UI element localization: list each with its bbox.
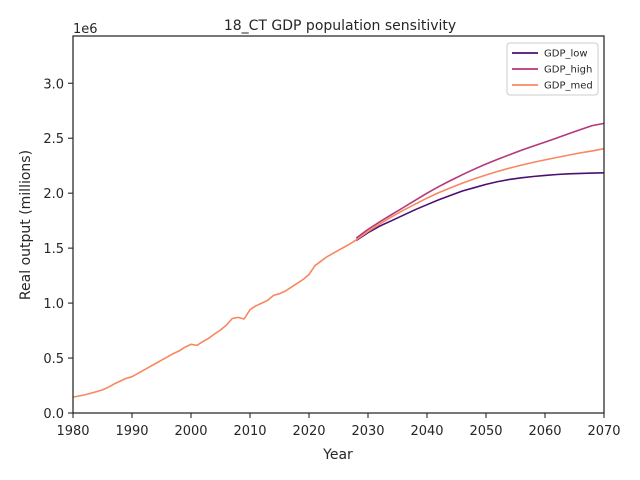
series-line-GDP_med [72,147,605,398]
x-axis-ticks: 1980 1990 2000 2010 2020 2030 2040 2050 2060 2070 [56,413,621,439]
x-tick-label: 2040 [410,424,443,439]
x-tick-label: 1980 [56,424,89,439]
x-tick-label: 2050 [469,424,502,439]
y-axis-ticks: 0.0 0.5 1.0 1.5 2.0 2.5 3.0 [43,77,73,422]
series-layer [72,122,605,398]
y-tick-label: 2.5 [43,132,64,147]
y-tick-label: 1.5 [43,242,64,257]
x-tick-label: 2020 [292,424,325,439]
y-tick-label: 1.0 [43,297,64,312]
series-line-GDP_high [355,122,605,239]
y-tick-label: 3.0 [43,77,64,92]
x-tick-label: 2070 [587,424,620,439]
x-tick-label: 2030 [351,424,384,439]
legend-box [506,42,599,96]
legend: GDP_low GDP_high GDP_med [506,42,599,96]
chart-title: 18_CT GDP population sensitivity [224,18,456,34]
y-tick-label: 0.0 [43,407,64,422]
plot-frame [72,35,605,414]
x-tick-label: 2060 [528,424,561,439]
x-tick-label: 2010 [233,424,266,439]
y-tick-label: 0.5 [43,352,64,367]
legend-label-GDP_med: GDP_med [544,81,593,92]
legend-label-GDP_low: GDP_low [544,49,588,60]
x-axis-label: Year [322,447,353,463]
x-tick-label: 2000 [174,424,207,439]
x-tick-label: 1990 [115,424,148,439]
y-axis-offset-label: 1e6 [73,22,98,37]
series-line-GDP_low [355,172,605,242]
y-axis-label: Real output (millions) [18,150,34,300]
y-tick-label: 2.0 [43,187,64,202]
legend-label-GDP_high: GDP_high [544,65,592,76]
